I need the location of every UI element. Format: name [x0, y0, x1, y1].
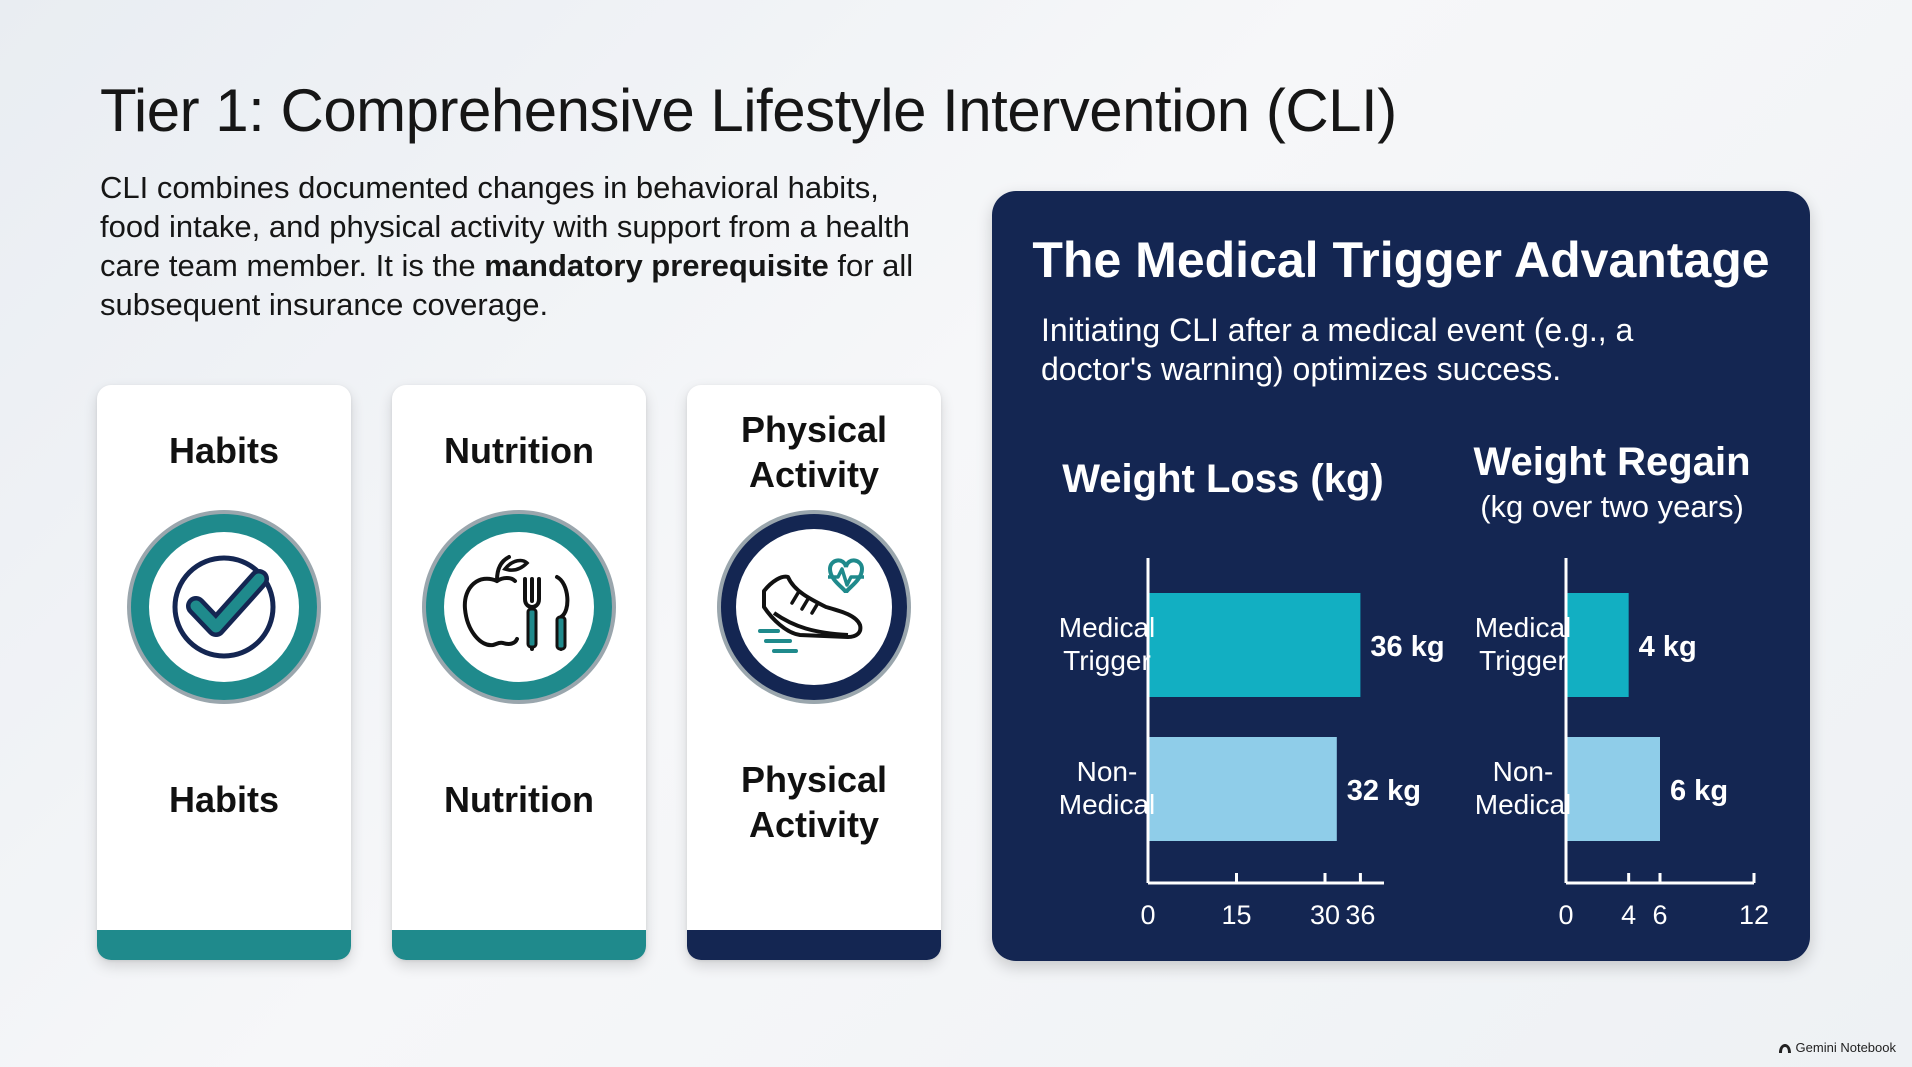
card-nutrition-title: Nutrition — [444, 430, 594, 471]
weight-loss-value-label-2: 32 kg — [1347, 775, 1421, 807]
card-physical-activity-title-line-2: Activity — [748, 454, 880, 495]
weight-regain-category-label-1-line-2: Trigger — [1479, 645, 1567, 676]
weight-regain-category-label-1-line-1: Medical — [1475, 612, 1571, 643]
weight-regain-x-tick-label-4: 12 — [1739, 900, 1769, 930]
intro-text-start: CLI combines documented changes in behav… — [100, 170, 910, 283]
intro-text-end: for all subsequent insurance coverage. — [100, 248, 914, 322]
card-physical-activity-label-line-2: Activity — [748, 804, 880, 845]
weight-regain-chart-subtitle: (kg over two years) — [1480, 489, 1744, 524]
weight-loss-chart-title: Weight Loss (kg) — [1062, 457, 1383, 501]
page-title: Tier 1: Comprehensive Lifestyle Interven… — [100, 77, 1397, 144]
weight-regain-x-tick-label-3: 6 — [1652, 900, 1667, 930]
sneaker-heartbeat-icon — [714, 507, 914, 707]
weight-regain-chart-title: Weight Regain — [1473, 440, 1750, 484]
card-habits-accent-bar — [97, 930, 351, 960]
weight-regain-x-tick-label-1: 0 — [1558, 900, 1573, 930]
panel-subtitle: Initiating CLI after a medical event (e.… — [1041, 312, 1634, 387]
card-physical-activity-title-line-1: Physical — [740, 409, 888, 450]
card-habits: Habits Habits — [97, 385, 351, 960]
card-nutrition-label: Nutrition — [444, 779, 594, 820]
weight-regain-category-label-2-line-1: Non- — [1493, 756, 1554, 787]
card-physical-activity-label-line-1: Physical — [740, 759, 888, 800]
weight-regain-value-label-2: 6 kg — [1670, 775, 1728, 807]
weight-loss-bar-2 — [1148, 737, 1337, 841]
weight-loss-x-tick-label-4: 36 — [1345, 900, 1375, 930]
card-physical-activity-title: Physical Activity — [687, 407, 941, 497]
card-nutrition: Nutrition Nutrition — [392, 385, 646, 960]
weight-loss-category-label-1-line-2: Trigger — [1063, 645, 1151, 676]
intro-paragraph: CLI combines documented changes in behav… — [100, 168, 930, 324]
intro-bold-text: mandatory prerequisite — [484, 248, 829, 283]
weight-loss-category-label-2-line-1: Non- — [1077, 756, 1138, 787]
brand-watermark: Gemini Notebook — [1778, 1040, 1896, 1055]
card-habits-title: Habits — [168, 430, 280, 471]
card-physical-activity: Physical Activity Physical Activity — [687, 385, 941, 960]
apple-fork-knife-icon — [419, 507, 619, 707]
card-physical-activity-accent-bar — [687, 930, 941, 960]
weight-regain-value-label-1: 4 kg — [1639, 631, 1697, 663]
weight-loss-category-label-2-line-2: Medical — [1059, 789, 1155, 820]
weight-loss-x-tick-label-1: 0 — [1140, 900, 1155, 930]
medical-trigger-panel: The Medical Trigger Advantage Initiating… — [992, 191, 1810, 961]
weight-loss-x-tick-label-3: 30 — [1310, 900, 1340, 930]
card-physical-activity-label: Physical Activity — [687, 757, 941, 847]
weight-regain-bar-1 — [1566, 593, 1629, 697]
weight-regain-x-tick-label-2: 4 — [1621, 900, 1636, 930]
brand-label: Gemini Notebook — [1795, 1040, 1896, 1055]
weight-regain-bar-2 — [1566, 737, 1660, 841]
card-nutrition-accent-bar — [392, 930, 646, 960]
weight-loss-x-tick-label-2: 15 — [1221, 900, 1251, 930]
weight-loss-category-label-1-line-1: Medical — [1059, 612, 1155, 643]
weight-loss-value-label-1: 36 kg — [1370, 631, 1444, 663]
brand-logo-icon — [1778, 1043, 1791, 1053]
panel-title: The Medical Trigger Advantage — [1032, 232, 1770, 288]
checkmark-icon — [124, 507, 324, 707]
weight-loss-bar-1 — [1148, 593, 1361, 697]
card-habits-label: Habits — [168, 779, 280, 820]
weight-regain-category-label-2-line-2: Medical — [1475, 789, 1571, 820]
